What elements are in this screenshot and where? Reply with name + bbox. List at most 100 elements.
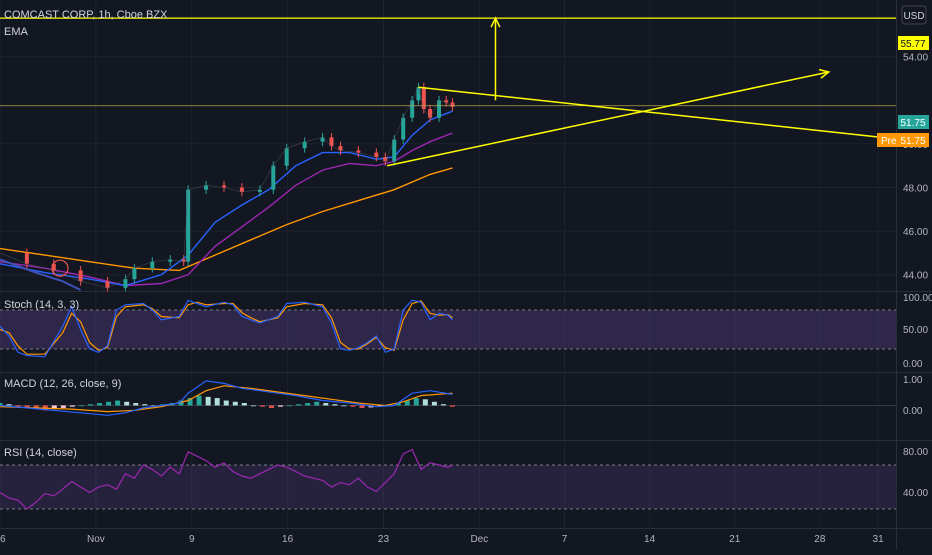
premarket-price-label: Pre 51.75 (877, 133, 929, 147)
time-label-9: 28 (814, 534, 826, 545)
macd-histogram-bar-6 (51, 405, 57, 410)
price-candle-body-15 (271, 165, 276, 190)
price-candle-body-4 (105, 281, 110, 288)
price-candle-body-1 (24, 252, 29, 264)
price-candle-body-5 (123, 279, 128, 288)
macd-histogram-bar-36 (323, 403, 329, 406)
macd-histogram-bar-25 (223, 400, 229, 406)
price-candle-body-24 (392, 139, 397, 162)
macd-histogram-bar-30 (268, 405, 274, 408)
currency-button-frame[interactable] (901, 5, 927, 25)
ema-legend[interactable]: EMA (4, 26, 29, 38)
macd-histogram-bar-40 (359, 405, 365, 408)
earnings-event-marker (51, 259, 69, 277)
macd-histogram-bar-49 (440, 404, 446, 406)
macd-histogram-bar-46 (413, 398, 419, 406)
price-candle-body-10 (186, 189, 191, 262)
stoch-tick-100: 100.00 (903, 293, 932, 304)
macd-histogram-bar-27 (241, 403, 247, 406)
price-candle-body-11 (204, 185, 209, 190)
rsi-band (0, 465, 896, 509)
rsi-tick-80: 80.00 (903, 447, 928, 458)
macd-histogram-bar-13 (115, 400, 121, 406)
macd-histogram-bar-1 (6, 404, 12, 406)
time-label-6: 7 (562, 534, 568, 545)
macd-histogram-bar-28 (250, 405, 256, 407)
ema-slow-line (0, 167, 453, 272)
macd-histogram-bar-21 (187, 398, 193, 406)
rsi-line (0, 448, 453, 510)
macd-histogram-bar-8 (69, 405, 75, 407)
macd-histogram-bar-45 (404, 400, 410, 406)
price-candle-body-12 (222, 185, 226, 188)
macd-histogram-bar-39 (350, 405, 356, 407)
macd-histogram-bar-38 (341, 405, 347, 407)
macd-tick-1: 1.00 (903, 375, 923, 386)
drawing-layer[interactable] (0, 16, 896, 167)
target-price-label-text: 55.77 (900, 39, 925, 50)
stoch-tick-50: 50.00 (903, 325, 928, 336)
time-label-2: 9 (189, 534, 195, 545)
macd-histogram-bar-7 (60, 405, 66, 408)
macd-histogram-bar-44 (395, 403, 401, 406)
time-label-8: 21 (729, 534, 741, 545)
trendline-1 (386, 71, 829, 167)
stoch-tick-0: 0.00 (903, 359, 923, 370)
macd-histogram-bar-31 (278, 405, 284, 407)
price-candle-body-29 (428, 109, 433, 118)
price-candle-body-2 (51, 263, 56, 271)
currency-button-label[interactable]: USD (903, 11, 924, 22)
time-label-7: 14 (644, 534, 656, 545)
price-candle-body-22 (374, 152, 379, 157)
macd-histogram-bar-33 (296, 404, 302, 406)
time-label-0: 26 (0, 534, 6, 545)
symbol-title: COMCAST CORP, 1h, Cboe BZX (4, 9, 168, 21)
macd-histogram-bar-15 (133, 403, 139, 406)
time-label-10: 31 (873, 534, 885, 545)
price-tick-46.00: 46.00 (903, 227, 928, 238)
currency-button[interactable]: USD (901, 5, 927, 25)
price-candle-body-27 (416, 87, 421, 101)
price-candle-body-16 (284, 148, 289, 166)
price-candle-body-28 (421, 87, 426, 110)
macd-histogram-bar-20 (178, 400, 184, 406)
price-candle-body-14 (257, 189, 262, 192)
macd-histogram-bar-48 (431, 401, 437, 406)
last-price-label: 51.75 (898, 115, 929, 129)
macd-histogram-bar-3 (24, 405, 30, 408)
ema-mid-line (0, 132, 453, 287)
price-candle-body-21 (356, 150, 361, 153)
macd-histogram-bar-11 (97, 403, 103, 406)
macd-histogram-bar-12 (106, 401, 112, 406)
price-candle-body-32 (450, 102, 455, 107)
price-candle-body-30 (437, 100, 442, 118)
price-candle-body-17 (302, 141, 307, 149)
rsi-pane-title[interactable]: RSI (14, close) (4, 447, 77, 459)
price-candle-body-23 (383, 156, 388, 162)
macd-histogram-bar-37 (332, 404, 338, 406)
price-candle-body-25 (401, 117, 406, 140)
macd-histogram-bar-26 (232, 401, 238, 406)
time-label-4: 23 (378, 534, 390, 545)
macd-histogram-bar-0 (0, 403, 3, 406)
macd-histogram-bar-50 (449, 405, 455, 407)
last-price-label-text: 51.75 (900, 118, 925, 129)
price-path (0, 86, 453, 289)
price-candle-body-20 (338, 146, 343, 151)
price-candle-body-18 (320, 137, 325, 142)
price-candle-body-26 (410, 100, 415, 118)
macd-histogram-bar-17 (151, 405, 157, 407)
price-candle-body-6 (132, 268, 137, 280)
price-candle-body-7 (150, 261, 155, 269)
price-tick-44.00: 44.00 (903, 271, 928, 282)
target-price-label: 55.77 (898, 36, 929, 50)
series-layer (0, 82, 455, 510)
macd-histogram-bar-32 (287, 405, 293, 407)
indicator-bands (0, 309, 896, 510)
macd-pane-title[interactable]: MACD (12, 26, close, 9) (4, 378, 121, 390)
last-price-label-box (898, 115, 929, 129)
stoch-pane-title[interactable]: Stoch (14, 3, 3) (4, 299, 79, 311)
macd-histogram-bar-34 (305, 403, 311, 406)
